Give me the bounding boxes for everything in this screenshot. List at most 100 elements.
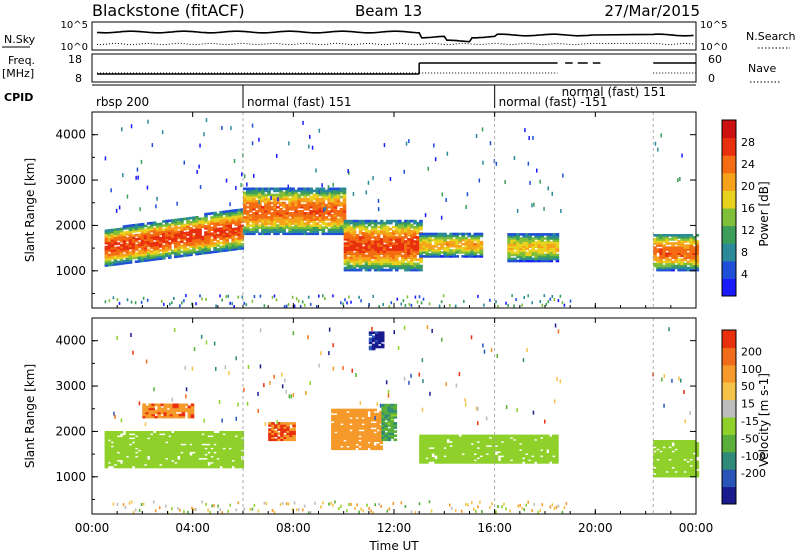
heatmap-cell [364,238,369,241]
heatmap-cell [110,236,115,240]
heatmap-cell [376,232,381,235]
heatmap-cell [364,431,368,434]
heatmap-cell [530,457,535,460]
heatmap-cell [367,252,372,255]
heatmap-cell [152,250,157,253]
heatmap-cell [186,441,190,444]
heatmap-cell [213,457,217,461]
heatmap-cell [476,242,481,246]
heatmap-cell [431,434,435,438]
heatmap-cell [228,443,232,446]
heatmap-cell [267,205,271,209]
heatmap-cell [364,268,369,272]
heatmap-cell [146,298,149,302]
heatmap-cell [210,449,214,452]
heatmap-cell [306,226,310,229]
heatmap-cell [237,222,242,226]
heatmap-cell [122,247,127,251]
heatmap-cell [267,210,271,213]
heatmap-cell [536,448,541,452]
heatmap-cell [464,453,469,456]
heatmap-cell [467,255,472,258]
heatmap-cell [656,240,660,243]
heatmap-cell [231,449,235,452]
heatmap-cell [216,213,220,216]
heatmap-cell [222,218,226,222]
heatmap-cell [340,447,344,451]
heatmap-cell [461,255,465,258]
heatmap-cell [555,457,559,460]
heatmap-cell [515,448,520,452]
heatmap-cell [488,453,493,456]
heatmap-cell [440,247,444,250]
heatmap-cell [222,239,226,242]
heatmap-cell [449,450,453,454]
heatmap-cell [137,175,139,180]
heatmap-cell [510,235,514,238]
heatmap-cell [315,168,317,173]
heatmap-cell [225,459,229,463]
heatmap-cell [340,412,344,416]
heatmap-cell [149,431,154,434]
heatmap-cell [392,246,396,249]
heatmap-cell [419,264,423,268]
heatmap-cell [252,224,256,227]
heatmap-cell [110,243,115,246]
heatmap-cell [110,463,115,467]
heatmap-cell [195,216,199,219]
heatmap-cell [334,429,338,432]
heatmap-cell [389,177,392,181]
heatmap-cell [364,414,368,418]
heatmap-cell [286,436,290,439]
heatmap-cell [152,256,157,259]
heatmap-cell [315,187,320,191]
heatmap-cell [128,234,133,238]
heatmap-cell [122,457,127,461]
heatmap-cell [119,237,124,241]
heatmap-cell [446,461,450,464]
heatmap-cell [659,252,663,255]
heatmap-cell [343,431,347,434]
heatmap-cell [204,435,208,438]
heatmap-cell [528,235,532,238]
heatmap-cell [234,223,238,226]
heatmap-cell [689,252,694,255]
heatmap-cell [255,187,259,191]
heatmap-cell [390,432,395,435]
heatmap-cell [419,438,423,442]
heatmap-cell [113,230,118,233]
heatmap-cell [367,408,371,412]
heatmap-cell [190,411,195,415]
heatmap-cell [555,247,560,250]
heatmap-cell [515,298,517,302]
heatmap-cell [533,459,538,462]
heatmap-cell [346,439,350,442]
heatmap-cell [276,218,280,221]
heatmap-cell [543,461,547,464]
heatmap-cell [358,240,363,243]
heatmap-cell [552,457,556,460]
heatmap-cell [267,208,271,211]
heatmap-cell [330,224,335,227]
heatmap-cell [534,255,538,259]
heatmap-cell [116,465,121,469]
heatmap-cell [659,464,663,468]
heatmap-cell [692,236,697,239]
heatmap-cell [428,244,432,248]
heatmap-cell [537,239,542,242]
heatmap-cell [516,241,520,244]
heatmap-cell [146,451,151,454]
heatmap-cell [410,242,414,245]
heatmap-cell [355,260,360,264]
heatmap-cell [165,455,169,459]
heatmap-cell [201,235,205,239]
heatmap-cell [178,415,183,419]
heatmap-cell [515,455,520,458]
heatmap-cell [155,247,160,251]
heatmap-cell [398,250,402,253]
heatmap-cell [192,228,196,232]
heatmap-cell [479,234,484,238]
heatmap-cell [189,433,193,436]
heatmap-cell [546,457,550,460]
heatmap-cell [677,240,681,243]
